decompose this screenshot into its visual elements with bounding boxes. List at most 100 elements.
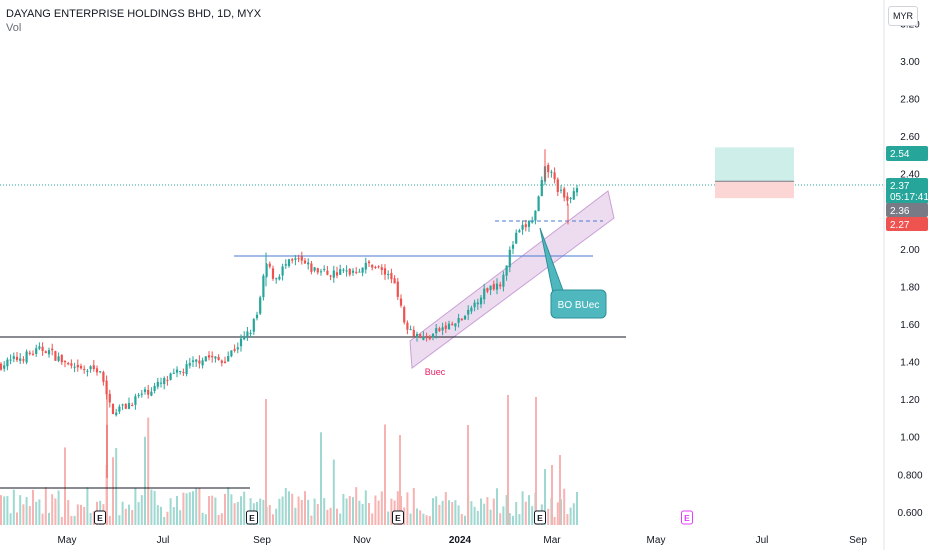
candle-body	[108, 393, 111, 403]
candle-body	[444, 325, 447, 329]
callout-text: BO BUec	[558, 300, 600, 311]
candle-body	[271, 268, 275, 279]
candle-body	[566, 196, 569, 201]
volume-bar	[342, 493, 345, 525]
candle-body	[31, 353, 35, 355]
position-loss-zone	[715, 181, 794, 199]
candle-body	[255, 314, 259, 319]
volume-bar	[547, 508, 550, 525]
volume-bar	[288, 491, 290, 525]
volume-bar	[457, 505, 460, 525]
candle-body	[371, 264, 374, 268]
candle-body	[563, 188, 566, 198]
candle-body	[54, 351, 57, 361]
volume-bar	[390, 498, 393, 525]
candle-body	[227, 356, 230, 362]
volume-bar	[416, 508, 418, 525]
candle-body	[38, 346, 41, 349]
volume-bar	[559, 455, 561, 525]
candle-body	[297, 258, 300, 260]
volume-bar	[387, 511, 390, 525]
candle-body	[438, 328, 441, 332]
volume-bar	[44, 487, 47, 525]
candle-body	[124, 404, 127, 409]
candle-body	[35, 348, 38, 354]
volume-bar	[124, 508, 127, 525]
candle-body	[233, 349, 236, 351]
candle-body	[291, 259, 294, 261]
candle-body	[150, 391, 153, 396]
volume-bar	[524, 501, 527, 525]
candle-body	[252, 319, 255, 332]
callout-box	[550, 289, 607, 319]
currency-button[interactable]: MYR	[888, 6, 918, 26]
candle-body	[486, 288, 489, 292]
volume-bar	[422, 513, 425, 525]
volume-bar	[406, 492, 409, 525]
candle-body	[534, 210, 537, 221]
candle-body	[67, 363, 70, 365]
volume-bar	[67, 500, 70, 525]
candle-body	[265, 264, 268, 277]
volume-bar	[198, 488, 201, 525]
y-tick-label: 2.80	[900, 95, 920, 106]
candle-body	[195, 359, 198, 362]
candle-body	[483, 288, 486, 300]
volume-bar	[76, 504, 79, 525]
volume-bar	[352, 497, 354, 525]
volume-bar	[3, 496, 6, 525]
volume-bar	[499, 513, 502, 525]
candlesticks	[0, 149, 579, 479]
volume-bar	[265, 399, 267, 525]
volume-bar	[19, 495, 22, 525]
candle-body	[307, 262, 310, 265]
volume-bar	[556, 502, 559, 525]
candle-body	[99, 371, 102, 373]
x-tick-label: Sep	[849, 535, 867, 546]
earnings-marker-label: E	[395, 513, 401, 523]
candle-body	[156, 381, 159, 387]
volume-bar	[227, 487, 230, 525]
volume-bar	[492, 498, 495, 525]
volume-bar	[272, 514, 274, 525]
candle-body	[319, 271, 323, 273]
volume-bar	[480, 498, 482, 525]
volume-bar	[489, 509, 492, 525]
candle-body	[435, 328, 438, 334]
candle-body	[419, 334, 422, 339]
candle-body	[147, 389, 150, 395]
volume-bar	[115, 447, 118, 525]
volume-bar	[355, 487, 358, 525]
earnings-marker-label: E	[97, 513, 103, 523]
volume-bar	[345, 498, 348, 525]
candle-body	[460, 318, 463, 321]
entry-price-badge-text: 2.36	[890, 206, 910, 217]
candle-body	[531, 221, 534, 223]
volume-bar	[73, 515, 76, 525]
volume-bar	[521, 491, 524, 525]
earnings-marker-label: E	[537, 513, 543, 523]
volume-bar	[297, 496, 300, 525]
volume-bar	[233, 503, 236, 525]
volume-bar	[284, 487, 287, 525]
candle-body	[479, 297, 483, 305]
candle-body	[239, 338, 243, 347]
last-price-badge	[886, 178, 928, 204]
candle-body	[191, 360, 195, 362]
candle-body	[364, 262, 367, 270]
volume-bar	[176, 495, 178, 525]
volume-bar	[182, 492, 185, 525]
volume-bar	[268, 505, 271, 525]
candle-body	[556, 179, 559, 192]
volume-bar	[377, 500, 380, 525]
candle-body	[102, 372, 105, 382]
y-tick-label: 2.60	[900, 132, 920, 143]
candle-body	[70, 363, 73, 366]
last-price-badge-text: 2.37	[890, 181, 910, 192]
candle-body	[537, 196, 540, 212]
volume-bar	[551, 465, 553, 525]
volume-bar	[275, 508, 278, 525]
candle-body	[262, 275, 265, 298]
